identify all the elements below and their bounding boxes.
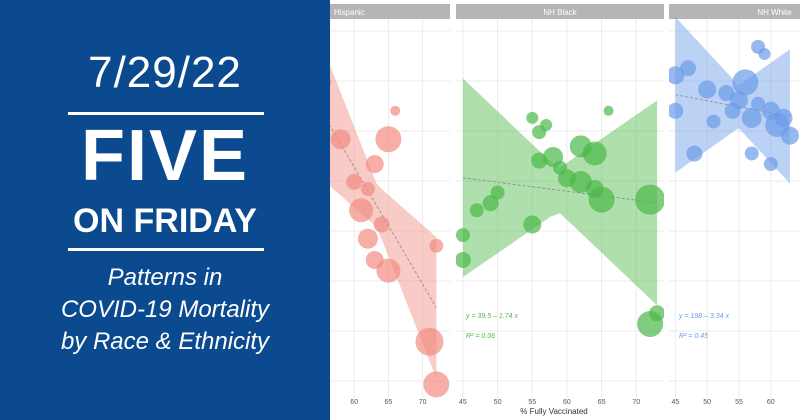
panel-1-tick-label: 50 [494, 399, 502, 406]
faceted-scatter-chart: Hispanic 60 65 70 NH Black y = 39.5 – 1.74 x R… [330, 0, 800, 420]
panel-0-point [346, 173, 363, 190]
panel-0-tick-label: 65 [385, 399, 393, 406]
panel-0-point [360, 181, 375, 196]
panel-0-point [429, 238, 444, 253]
panel-1-strip-label: NH Black [543, 8, 577, 17]
panel-1-point [455, 228, 470, 243]
panel-1-point [469, 203, 484, 218]
banner-rule-bottom [68, 248, 264, 251]
panel-0-trend-line [330, 124, 437, 308]
panel-2-point [667, 102, 684, 119]
panel-1-strip [456, 4, 664, 19]
panel-0-point [349, 198, 374, 223]
panel-gap-2 [664, 0, 669, 420]
panel-2-point [751, 96, 766, 111]
panel-0-strip [330, 4, 450, 19]
panel-2-strip [669, 4, 800, 19]
banner-date: 7/29/22 [88, 48, 242, 97]
panel-2-tick-label: 60 [767, 399, 775, 406]
panel-1-point [540, 119, 553, 132]
panel-1-point [637, 310, 664, 337]
panel-0-point [376, 258, 401, 283]
panel-2-point [680, 60, 697, 77]
panel-2-point [744, 146, 759, 161]
panel-0-point [330, 129, 351, 150]
panel-2-point [763, 157, 778, 172]
panel-0-point [365, 155, 384, 174]
panel-1-point [454, 252, 471, 269]
panel-gap-1 [450, 0, 456, 420]
panel-1-point [582, 141, 607, 166]
panel-2-tick-label: 45 [671, 399, 679, 406]
banner-subtitle: Patterns in COVID-19 Mortality by Race &… [0, 262, 330, 358]
panel-1-tick-label: 60 [563, 399, 571, 406]
panel-2-equation: y = 198 – 3.34 x [678, 313, 730, 320]
panel-0-point [390, 105, 401, 116]
panel-2-point [698, 80, 717, 99]
panel-0-point [373, 216, 390, 233]
panel-2-point [706, 114, 721, 129]
panel-0-point [423, 371, 450, 398]
banner-on-friday: ON FRIDAY [73, 202, 257, 240]
panel-2-point [780, 126, 799, 145]
panel-0-tick-label: 70 [419, 399, 427, 406]
panel-1-tick-label: 45 [459, 399, 467, 406]
subtitle-line-3: by Race & Ethnicity [60, 328, 270, 355]
panel-1-point [603, 105, 614, 116]
panel-2-r-squared: R² = 0.45 [679, 333, 708, 340]
panel-1-tick-label: 65 [598, 399, 606, 406]
panel-2-tick-label: 55 [735, 399, 743, 406]
banner-five: FIVE [80, 116, 250, 196]
panel-2-point [732, 69, 759, 96]
subtitle-line-1: Patterns in [107, 264, 223, 291]
panel-0-strip-label: Hispanic [334, 8, 365, 17]
panel-1-point [588, 186, 615, 213]
panel-0-tick-label: 60 [350, 399, 358, 406]
panel-2-point [718, 85, 735, 102]
panel-1-point [635, 184, 666, 215]
panel-1-tick-label: 55 [528, 399, 536, 406]
panel-1-point [482, 195, 499, 212]
panel-1-equation: y = 39.5 – 1.74 x [465, 313, 518, 320]
panel-1-confidence-band [462, 78, 658, 306]
panel-2-point [741, 107, 762, 128]
subtitle-line-2: COVID-19 Mortality [60, 296, 270, 323]
panel-2-point [686, 145, 703, 162]
panel-1-point [523, 215, 542, 234]
panel-1-trend-line [462, 177, 658, 204]
panel-0-point [415, 327, 444, 356]
panel-1-tick-label: 70 [632, 399, 640, 406]
panel-2-strip-label: NH White [757, 8, 792, 17]
panel-2-point [774, 108, 793, 127]
x-axis-label: % Fully Vaccinated [520, 407, 587, 416]
panel-2-point [666, 66, 685, 85]
panel-1-r-squared: R² = 0.06 [466, 333, 495, 340]
panel-0-point [357, 228, 378, 249]
panel-2-point [730, 91, 748, 110]
panel-2-tick-label: 50 [703, 399, 711, 406]
chart-area: Hispanic 60 65 70 NH Black y = 39.5 – 1.74 x R… [330, 0, 800, 420]
banner-rule-top [68, 112, 264, 115]
banner-panel: 7/29/22 FIVE ON FRIDAY Patterns in COVID… [0, 0, 330, 420]
panel-0-point [330, 77, 331, 87]
panel-2-point [758, 47, 771, 60]
panel-1-point [526, 111, 539, 124]
panel-0-point [375, 126, 402, 153]
